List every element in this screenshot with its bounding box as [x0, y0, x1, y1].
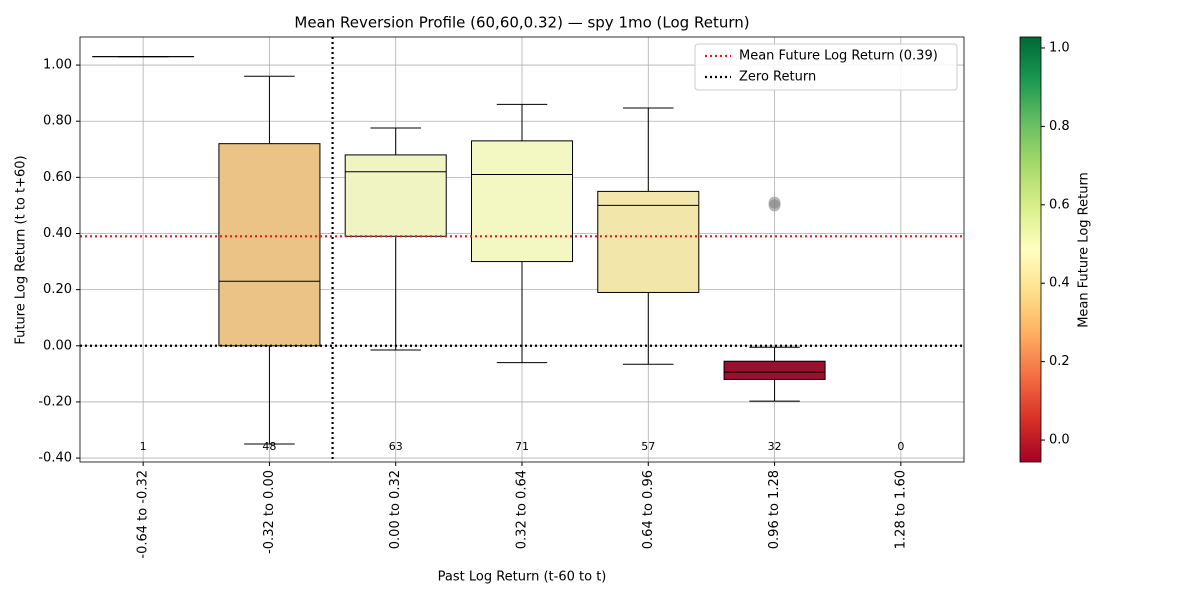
- colorbar-tick-label: 0.0: [1049, 433, 1070, 448]
- count-label: 63: [389, 440, 403, 453]
- x-axis-label: Past Log Return (t-60 to t): [438, 570, 607, 585]
- x-tick-label: -0.32 to 0.00: [262, 470, 277, 554]
- chart-title: Mean Reversion Profile (60,60,0.32) — sp…: [294, 14, 749, 32]
- y-tick-label: 0.60: [43, 170, 72, 185]
- x-tick-label: -0.64 to -0.32: [136, 470, 151, 559]
- y-tick-label: 1.00: [43, 58, 72, 73]
- x-tick-label: 1.28 to 1.60: [893, 470, 908, 549]
- colorbar-tick-label: 0.6: [1049, 197, 1070, 212]
- x-tick-label: 0.96 to 1.28: [767, 470, 782, 549]
- y-tick-label: 0.00: [43, 338, 72, 353]
- count-label: 57: [641, 440, 655, 453]
- y-tick-label: -0.20: [38, 394, 72, 409]
- box: [724, 361, 825, 379]
- count-label: 48: [262, 440, 276, 453]
- colorbar-tick-label: 0.4: [1049, 276, 1070, 291]
- colorbar: [1020, 37, 1041, 462]
- count-label: 0: [897, 440, 904, 453]
- y-axis-label: Future Log Return (t to t+60): [14, 155, 29, 344]
- legend-label: Mean Future Log Return (0.39): [739, 49, 938, 64]
- legend-label: Zero Return: [739, 70, 816, 85]
- x-tick-label: 0.64 to 0.96: [641, 470, 656, 549]
- x-tick-label: 0.32 to 0.64: [515, 470, 530, 549]
- box: [471, 141, 572, 262]
- count-label: 71: [515, 440, 529, 453]
- count-label: 1: [140, 440, 147, 453]
- colorbar-tick-label: 0.2: [1049, 354, 1070, 369]
- box: [219, 144, 320, 346]
- y-tick-label: 0.40: [43, 226, 72, 241]
- colorbar-tick-label: 0.8: [1049, 119, 1070, 134]
- colorbar-tick-label: 1.0: [1049, 40, 1070, 55]
- y-tick-label: -0.40: [38, 451, 72, 466]
- box: [598, 191, 699, 292]
- outlier: [769, 199, 781, 211]
- colorbar-label: Mean Future Log Return: [1077, 172, 1092, 328]
- box: [345, 155, 446, 236]
- y-tick-label: 0.80: [43, 114, 72, 129]
- y-tick-label: 0.20: [43, 282, 72, 297]
- count-label: 32: [768, 440, 782, 453]
- x-tick-label: 0.00 to 0.32: [388, 470, 403, 549]
